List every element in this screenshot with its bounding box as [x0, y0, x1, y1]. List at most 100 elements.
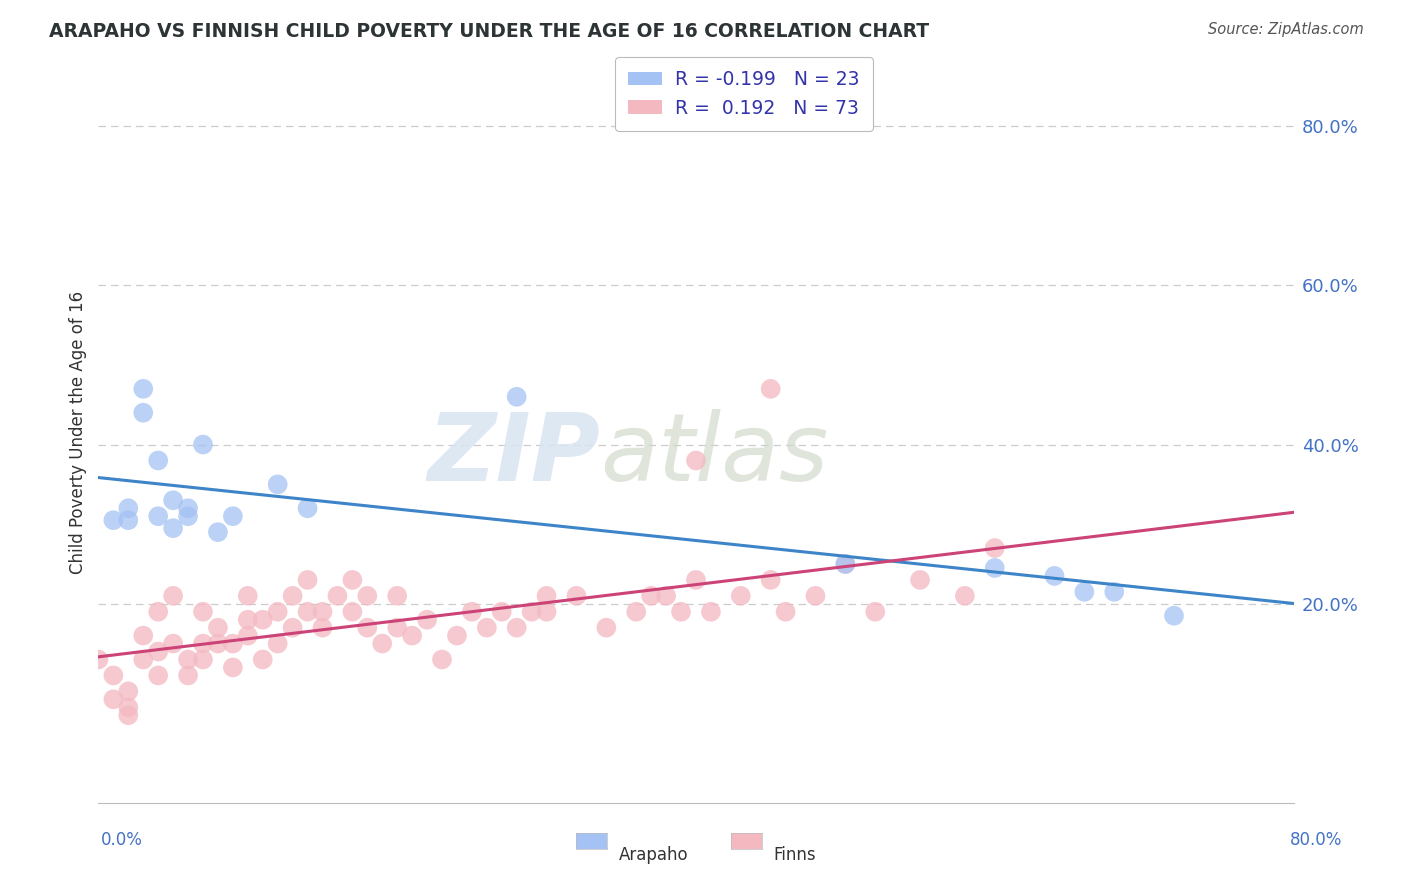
Point [207, 621, 229, 635]
Point [236, 629, 259, 643]
Point [491, 605, 513, 619]
Point [311, 621, 333, 635]
Point [148, 605, 170, 619]
Point [177, 668, 200, 682]
Point [834, 557, 856, 571]
Point [117, 708, 139, 723]
Point [311, 605, 333, 619]
Point [461, 605, 484, 619]
Point [759, 382, 782, 396]
Point [430, 652, 453, 666]
Point [685, 453, 707, 467]
Point [1163, 608, 1185, 623]
Point [865, 605, 887, 619]
Point [148, 644, 170, 658]
Text: Arapaho: Arapaho [619, 846, 689, 863]
Legend: R = -0.199   N = 23, R =  0.192   N = 73: R = -0.199 N = 23, R = 0.192 N = 73 [614, 57, 873, 130]
Text: ARAPAHO VS FINNISH CHILD POVERTY UNDER THE AGE OF 16 CORRELATION CHART: ARAPAHO VS FINNISH CHILD POVERTY UNDER T… [49, 22, 929, 41]
Point [371, 637, 394, 651]
Point [222, 637, 245, 651]
Text: Source: ZipAtlas.com: Source: ZipAtlas.com [1208, 22, 1364, 37]
Point [804, 589, 827, 603]
Point [1073, 584, 1095, 599]
Point [700, 605, 723, 619]
Point [162, 493, 184, 508]
Point [162, 589, 184, 603]
Point [297, 605, 319, 619]
Point [132, 629, 155, 643]
Point [475, 621, 498, 635]
Point [342, 573, 364, 587]
Point [446, 629, 468, 643]
Point [191, 637, 214, 651]
Point [148, 453, 170, 467]
Point [655, 589, 678, 603]
Point [191, 437, 214, 451]
Text: Finns: Finns [773, 846, 815, 863]
Point [953, 589, 976, 603]
Point [834, 557, 856, 571]
Point [132, 406, 155, 420]
Point [520, 605, 543, 619]
Point [117, 684, 139, 698]
Point [297, 573, 319, 587]
Point [385, 589, 409, 603]
Point [1104, 584, 1126, 599]
Point [565, 589, 588, 603]
Point [132, 382, 155, 396]
Point [595, 621, 617, 635]
Point [297, 501, 319, 516]
Point [775, 605, 797, 619]
Point [730, 589, 752, 603]
Point [236, 613, 259, 627]
Point [908, 573, 931, 587]
Point [506, 621, 529, 635]
Point [640, 589, 662, 603]
Point [685, 573, 707, 587]
Point [626, 605, 648, 619]
Point [103, 692, 125, 706]
Point [281, 621, 304, 635]
Point [191, 652, 214, 666]
Point [252, 652, 274, 666]
Text: atlas: atlas [600, 409, 828, 500]
Text: ZIP: ZIP [427, 409, 600, 500]
Text: 80.0%: 80.0% [1291, 831, 1343, 849]
Point [162, 521, 184, 535]
Text: 0.0%: 0.0% [101, 831, 143, 849]
Point [506, 390, 529, 404]
Point [385, 621, 409, 635]
Point [356, 621, 378, 635]
Point [177, 652, 200, 666]
Point [207, 637, 229, 651]
Point [162, 637, 184, 651]
Point [401, 629, 423, 643]
Point [132, 652, 155, 666]
Point [252, 613, 274, 627]
Point [342, 605, 364, 619]
Point [103, 668, 125, 682]
Point [148, 509, 170, 524]
Point [117, 700, 139, 714]
Point [177, 501, 200, 516]
Y-axis label: Child Poverty Under the Age of 16: Child Poverty Under the Age of 16 [69, 291, 87, 574]
Point [117, 513, 139, 527]
Point [236, 589, 259, 603]
Point [984, 541, 1007, 555]
Point [103, 513, 125, 527]
Point [356, 589, 378, 603]
Point [669, 605, 692, 619]
Point [536, 605, 558, 619]
Point [267, 477, 290, 491]
Point [281, 589, 304, 603]
Point [222, 509, 245, 524]
Point [222, 660, 245, 674]
Point [759, 573, 782, 587]
Point [416, 613, 439, 627]
Point [326, 589, 349, 603]
Point [148, 668, 170, 682]
Point [207, 525, 229, 540]
Point [536, 589, 558, 603]
Point [87, 652, 110, 666]
Point [117, 501, 139, 516]
